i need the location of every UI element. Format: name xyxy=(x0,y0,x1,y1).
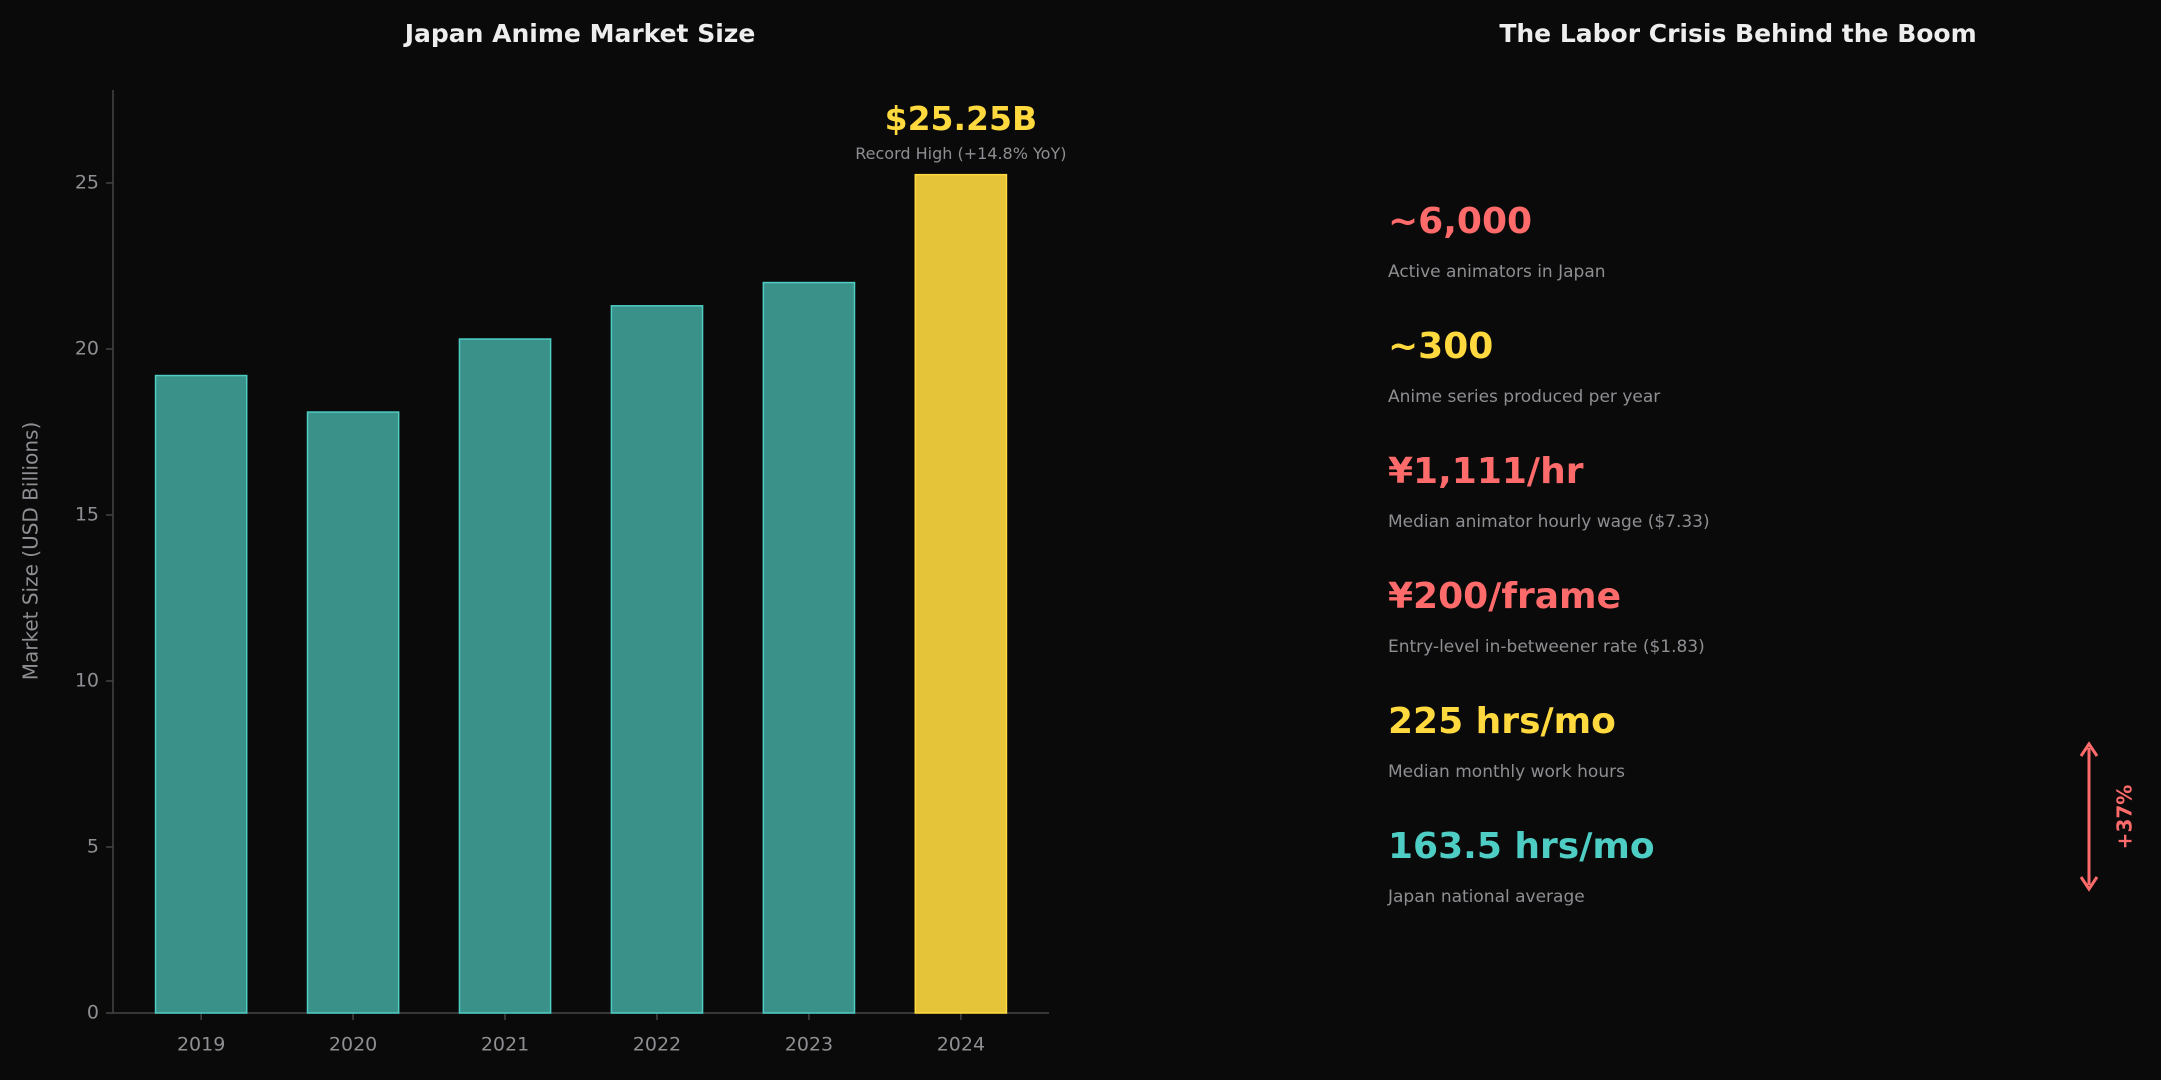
stat-value: ~6,000 xyxy=(1388,201,1532,242)
y-tick-label: 5 xyxy=(87,835,99,857)
bar xyxy=(914,173,1008,1014)
bar xyxy=(154,374,248,1014)
stat-value: ¥200/frame xyxy=(1388,576,1621,617)
stat-value: 163.5 hrs/mo xyxy=(1388,826,1655,867)
stat-label: Entry-level in-betweener rate ($1.83) xyxy=(1388,637,1705,657)
y-tick-label: 15 xyxy=(75,503,99,525)
y-tick-label: 0 xyxy=(87,1002,99,1024)
y-tick-label: 25 xyxy=(75,171,99,193)
stat-label: Japan national average xyxy=(1387,887,1585,907)
x-tick-label: 2019 xyxy=(177,1034,225,1056)
y-tick-label: 10 xyxy=(75,669,99,691)
stat-label: Median monthly work hours xyxy=(1388,762,1625,782)
bar xyxy=(610,305,704,1014)
stat-label: Active animators in Japan xyxy=(1388,262,1606,282)
arrow-heads xyxy=(2079,741,2099,892)
bar xyxy=(306,411,400,1014)
stat-value: ~300 xyxy=(1388,326,1493,367)
x-tick-label: 2024 xyxy=(937,1034,985,1056)
bar xyxy=(458,338,552,1014)
stat-label: Median animator hourly wage ($7.33) xyxy=(1388,512,1710,532)
stat-label: Anime series produced per year xyxy=(1388,387,1660,407)
x-tick-label: 2020 xyxy=(329,1034,377,1056)
chart-title: Japan Anime Market Size xyxy=(403,19,756,48)
comparison-label: +37% xyxy=(2113,785,2137,850)
x-tick-label: 2023 xyxy=(785,1034,833,1056)
annotation-note: Record High (+14.8% YoY) xyxy=(855,144,1066,163)
x-tick-label: 2021 xyxy=(481,1034,529,1056)
annotation-value: $25.25B xyxy=(885,99,1038,138)
panel-title: The Labor Crisis Behind the Boom xyxy=(1499,19,1976,48)
x-tick-label: 2022 xyxy=(633,1034,681,1056)
y-axis-label: Market Size (USD Billions) xyxy=(19,422,43,681)
y-tick-label: 20 xyxy=(75,337,99,359)
stat-value: 225 hrs/mo xyxy=(1388,701,1616,742)
stat-value: ¥1,111/hr xyxy=(1388,451,1584,492)
comparison-arrow xyxy=(2079,741,2099,892)
bar xyxy=(762,281,856,1014)
